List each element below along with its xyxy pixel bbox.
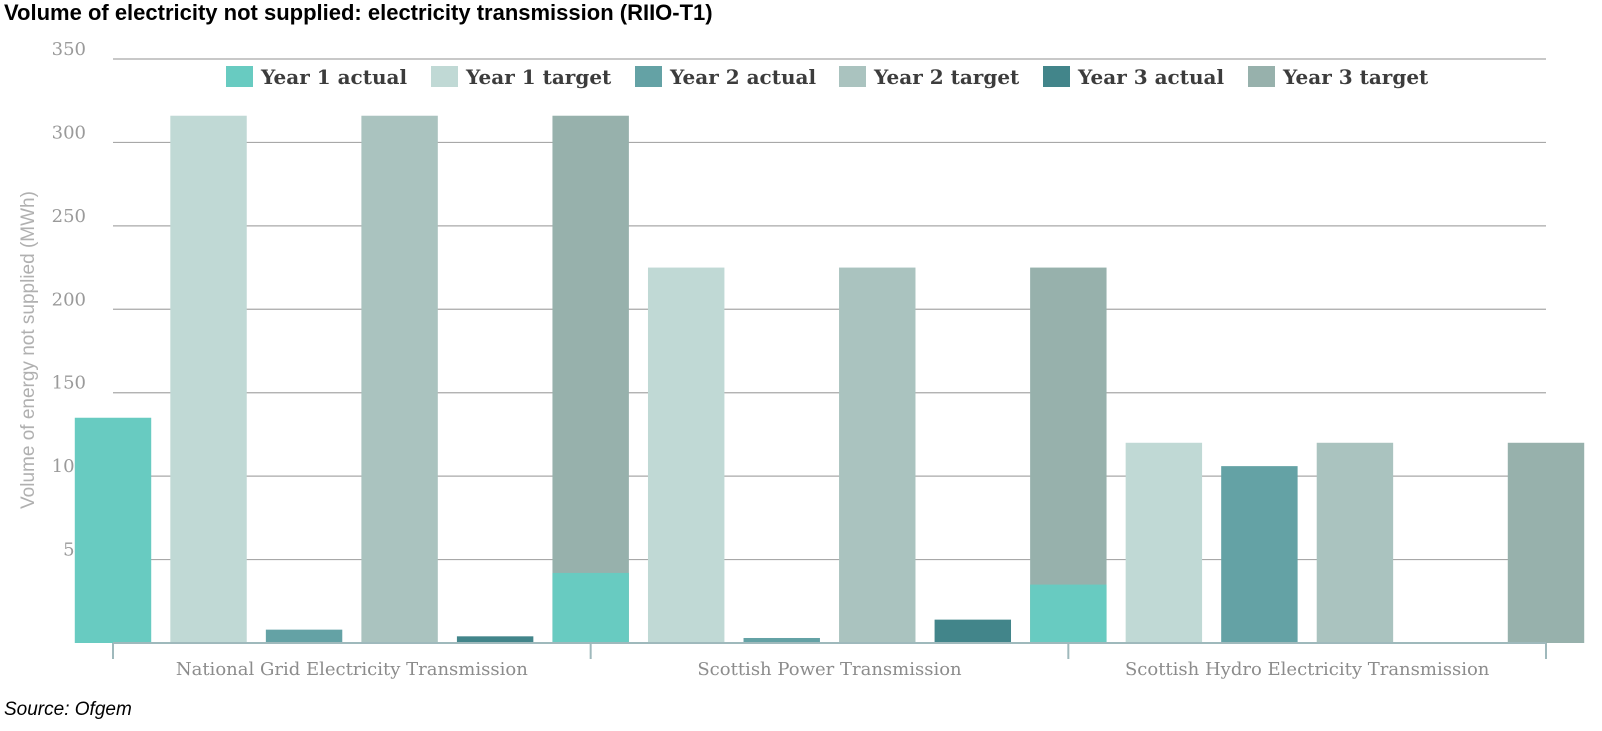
y-tick-label: 200 xyxy=(52,289,86,310)
x-category-label: Scottish Power Transmission xyxy=(697,659,962,680)
legend-swatch xyxy=(1248,66,1275,87)
bar xyxy=(1030,267,1107,643)
gridlines xyxy=(113,58,1546,561)
bar xyxy=(74,417,152,643)
bar xyxy=(1507,442,1585,643)
bar xyxy=(265,629,343,643)
bar xyxy=(743,637,820,643)
legend-label: Year 3 target xyxy=(1282,65,1429,89)
bar xyxy=(552,572,629,643)
legend-swatch xyxy=(226,66,253,87)
x-axis: National Grid Electricity Transmission Sc… xyxy=(112,642,1547,680)
x-category-label: National Grid Electricity Transmission xyxy=(176,659,528,680)
source-note: Source: Ofgem xyxy=(4,699,132,720)
chart-title: Volume of electricity not supplied: elec… xyxy=(4,0,713,25)
bar xyxy=(361,115,438,643)
legend-swatch xyxy=(635,66,662,87)
bar xyxy=(647,267,725,643)
bar xyxy=(456,636,534,643)
legend-swatch xyxy=(1043,66,1070,87)
y-tick-label: 250 xyxy=(52,206,86,227)
y-tick-label: 350 xyxy=(52,39,86,60)
legend: Year 1 actual Year 1 target Year 2 actual Y… xyxy=(226,65,1429,89)
bar xyxy=(839,267,916,643)
legend-swatch xyxy=(431,66,458,87)
x-category-label: Scottish Hydro Electricity Transmission xyxy=(1125,659,1490,680)
legend-label: Year 2 actual xyxy=(669,65,816,89)
legend-label: Year 2 target xyxy=(873,65,1020,89)
bar xyxy=(170,115,247,643)
bars xyxy=(74,115,1585,643)
bar xyxy=(552,115,629,643)
bar xyxy=(1030,584,1107,643)
bar xyxy=(1221,466,1298,643)
bar xyxy=(934,619,1012,643)
y-tick-label: 150 xyxy=(52,373,86,394)
legend-label: Year 1 actual xyxy=(260,65,407,89)
legend-swatch xyxy=(839,66,866,87)
bar xyxy=(1125,442,1203,643)
y-axis-label: Volume of energy not supplied (MWh) xyxy=(18,191,39,509)
y-tick-label: 300 xyxy=(52,122,86,143)
legend-label: Year 1 target xyxy=(465,65,612,89)
legend-label: Year 3 actual xyxy=(1077,65,1224,89)
bar xyxy=(1316,442,1394,643)
